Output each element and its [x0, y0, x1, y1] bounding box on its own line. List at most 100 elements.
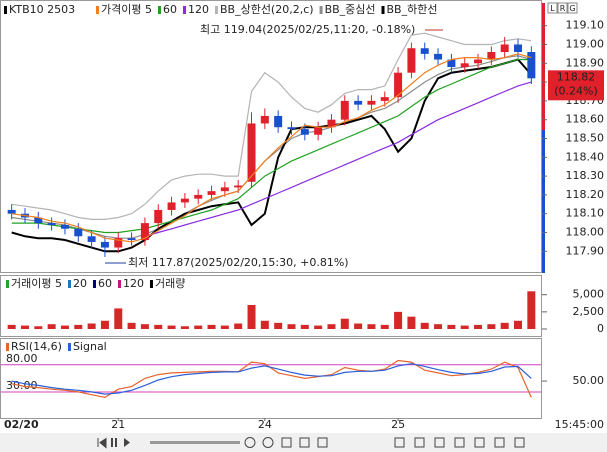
series-line	[11, 359, 532, 399]
tool-button[interactable]	[454, 437, 465, 448]
tool-button[interactable]	[394, 437, 405, 448]
legend-swatch	[214, 6, 218, 14]
x-tick-label: 24	[258, 418, 272, 431]
legend-swatch	[157, 6, 161, 14]
volume-bar	[220, 325, 229, 329]
volume-bar	[74, 324, 83, 329]
candle-body	[47, 223, 56, 225]
tool-button[interactable]	[317, 437, 328, 448]
volume-bar	[394, 311, 403, 329]
candle-body	[100, 241, 109, 248]
legend-label: 가격이평 5	[101, 3, 152, 16]
series-line	[11, 53, 532, 243]
tool-button[interactable]	[414, 437, 425, 448]
y-tick-label: 50.00	[573, 374, 605, 387]
legend-swatch	[182, 6, 186, 14]
series-line	[11, 32, 532, 220]
x-tick-label: 25	[391, 418, 405, 431]
scroll-track[interactable]	[150, 441, 240, 444]
legend-swatch	[96, 6, 99, 14]
tool-button[interactable]	[281, 437, 292, 448]
side-button[interactable]	[567, 2, 578, 14]
volume-bar	[500, 322, 509, 329]
volume-bar	[287, 324, 296, 329]
legend-swatch	[92, 280, 96, 288]
candle-body	[180, 198, 189, 203]
tool-button[interactable]	[434, 437, 445, 448]
volume-bar	[514, 320, 523, 329]
zoom-in[interactable]	[262, 437, 274, 448]
volume-bar	[167, 325, 176, 329]
legend-label: 60	[98, 277, 112, 290]
legend-swatch	[4, 6, 7, 14]
y-tick-label: 118.60	[566, 113, 605, 126]
candle-body	[367, 100, 376, 105]
pause-button[interactable]	[111, 438, 117, 447]
volume-bar	[34, 326, 43, 329]
side-button[interactable]	[557, 2, 568, 14]
y-tick-label: 118.30	[566, 169, 605, 182]
candle-body	[287, 127, 296, 130]
y-tick-label: 118.00	[566, 226, 605, 239]
side-button[interactable]	[547, 2, 558, 14]
volume-bar	[354, 323, 363, 329]
legend-swatch	[117, 280, 121, 288]
candle-body	[247, 123, 256, 182]
tool-button[interactable]	[474, 437, 485, 448]
volume-bar	[487, 324, 496, 329]
candle-body	[354, 100, 363, 105]
last-price-box	[548, 70, 604, 101]
time-label: 15:45:00	[555, 418, 604, 431]
volume-bar	[180, 326, 189, 329]
legend-label: 20	[73, 277, 87, 290]
candle-body	[87, 236, 96, 242]
y-tick-label: 119.00	[566, 37, 605, 50]
candle-body	[207, 191, 216, 195]
play-button[interactable]	[124, 438, 130, 447]
annotation-low: 최저 117.87(2025/02/20,15:30, +0.81%)	[128, 256, 349, 269]
candle-body	[127, 238, 136, 241]
axis-down-bar	[542, 130, 545, 273]
tool-button[interactable]	[514, 437, 525, 448]
legend-swatch	[67, 280, 71, 288]
y-tick-label: 118.10	[566, 207, 605, 220]
legend-label: BB_하한선	[387, 2, 438, 16]
volume-bar	[314, 325, 323, 329]
y-tick-label: 118.50	[566, 132, 605, 145]
candle-body	[460, 63, 469, 68]
volume-bar	[434, 324, 443, 329]
legend-label: 120	[123, 277, 144, 290]
candle-body	[487, 52, 496, 60]
candle-body	[380, 97, 389, 101]
candle-body	[274, 115, 283, 128]
series-line	[11, 55, 532, 239]
axis-up-bar	[542, 3, 545, 130]
tool-button[interactable]	[299, 437, 310, 448]
toolbar-icons[interactable]	[97, 437, 525, 449]
series-line	[11, 58, 533, 253]
volume-bar	[87, 323, 96, 329]
volume-bar	[140, 324, 149, 329]
candle-body	[154, 209, 163, 224]
first-button[interactable]	[97, 437, 107, 449]
candle-body	[340, 100, 349, 120]
tool-button[interactable]	[494, 437, 505, 448]
legend-label: 거래이평 5	[11, 277, 62, 290]
volume-bar	[327, 324, 336, 329]
y-tick-label: 118.40	[566, 150, 605, 163]
candle-body	[60, 224, 69, 229]
volume-bar	[407, 316, 416, 329]
volume-bar	[154, 324, 163, 329]
legend-swatch	[6, 280, 9, 288]
legend-label: Signal	[73, 340, 107, 353]
candle-body	[527, 52, 536, 79]
volume-bar	[274, 322, 283, 329]
zoom-out[interactable]	[244, 437, 256, 448]
candle-body	[447, 59, 456, 68]
volume-bar	[20, 325, 29, 329]
candle-body	[7, 209, 16, 214]
legend-swatch	[67, 343, 71, 351]
x-tick-label: 02/20	[4, 418, 39, 431]
